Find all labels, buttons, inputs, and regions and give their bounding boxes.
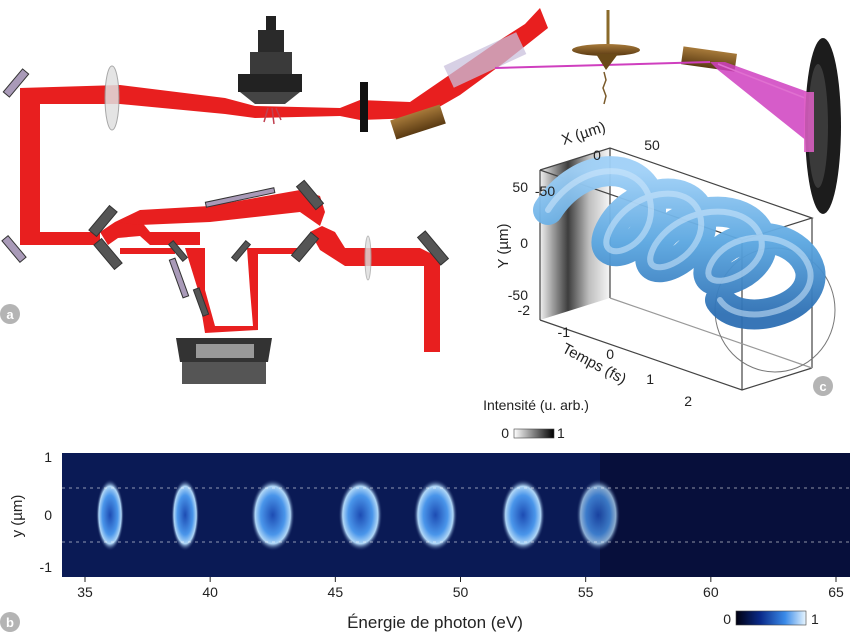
- small-lens: [364, 235, 372, 281]
- b-x-tick-6: 65: [828, 584, 844, 600]
- b-y-tick-0: 1: [44, 449, 52, 465]
- brass-mirror-1: [390, 104, 446, 140]
- b-x-axis-label: Énergie de photon (eV): [347, 613, 523, 632]
- t-tick-1: -1: [558, 324, 571, 340]
- harmonic-blob: [171, 479, 200, 551]
- panel-c-helix-plot: -50 0 50 X (µm) 50 0 -50 Y (µm) -2 -1 0 …: [483, 119, 836, 441]
- b-y-tick-1: 0: [44, 507, 52, 523]
- gas-jet-nozzle: [238, 16, 302, 125]
- t-tick-2: 0: [606, 346, 614, 362]
- b-x-tick-2: 45: [328, 584, 344, 600]
- iris-aperture: [360, 82, 368, 132]
- panel-c-badge: c: [813, 376, 833, 396]
- focusing-lens: [104, 65, 120, 131]
- panel-b-spectrum: 1 0 -1 y (µm) 35 40 45 50 55 60 65 Énergie de …: [0, 449, 850, 632]
- b-y-axis-label: y (µm): [9, 495, 26, 538]
- x-tick-1: 0: [593, 147, 601, 163]
- spectrum-y-axis: 1 0 -1 y (µm): [9, 449, 52, 575]
- spectrum-colorbar: 0 1: [723, 610, 819, 627]
- detector-mcp: [804, 38, 841, 214]
- y-axis-left: 50 0 -50 Y (µm): [495, 179, 528, 303]
- harmonic-blob: [501, 479, 546, 551]
- b-colorbar-max: 1: [811, 611, 819, 627]
- t-tick-0: -2: [518, 302, 531, 318]
- y-tick-1: 0: [520, 235, 528, 251]
- y-tick-0: 50: [512, 179, 528, 195]
- harmonic-blob: [96, 479, 125, 551]
- xuv-beam: [494, 61, 811, 142]
- spectrum-x-axis: 35 40 45 50 55 60 65: [77, 577, 844, 600]
- harmonic-blob: [338, 479, 383, 551]
- b-x-tick-4: 55: [578, 584, 594, 600]
- harmonic-blob: [413, 479, 458, 551]
- ccd-camera: [176, 338, 272, 384]
- harmonic-blob: [250, 479, 295, 551]
- x-axis-label: X (µm): [559, 119, 607, 149]
- panel-a-badge: a: [0, 304, 20, 324]
- sample-holder: [572, 10, 640, 105]
- t-tick-4: 2: [684, 393, 692, 409]
- harmonic-blobs: [96, 479, 621, 551]
- harmonic-blob: [576, 479, 621, 551]
- svg-text:a: a: [6, 307, 14, 322]
- mirror-elements: [1, 68, 450, 317]
- panel-a-setup: a: [0, 8, 841, 384]
- b-x-tick-0: 35: [77, 584, 93, 600]
- beam-plate: [443, 32, 527, 88]
- x-tick-0: -50: [535, 183, 555, 199]
- svg-text:b: b: [6, 615, 14, 630]
- b-y-tick-2: -1: [40, 559, 53, 575]
- x-tick-2: 50: [644, 137, 660, 153]
- b-colorbar-min: 0: [723, 611, 731, 627]
- helix-surface: [533, 156, 826, 330]
- colorbar-min: 0: [501, 425, 509, 441]
- b-x-tick-3: 50: [453, 584, 469, 600]
- t-tick-3: 1: [646, 371, 654, 387]
- colorbar-title: Intensité (u. arb.): [483, 397, 589, 413]
- svg-text:c: c: [819, 379, 826, 394]
- y-axis-label: Y (µm): [495, 223, 512, 268]
- b-x-tick-1: 40: [202, 584, 218, 600]
- b-x-tick-5: 60: [703, 584, 719, 600]
- colorbar-max: 1: [557, 425, 565, 441]
- y-tick-2: -50: [508, 287, 528, 303]
- intensity-colorbar: Intensité (u. arb.) 0 1: [483, 397, 589, 441]
- panel-b-badge: b: [0, 612, 20, 632]
- laser-beam-path: [20, 8, 548, 352]
